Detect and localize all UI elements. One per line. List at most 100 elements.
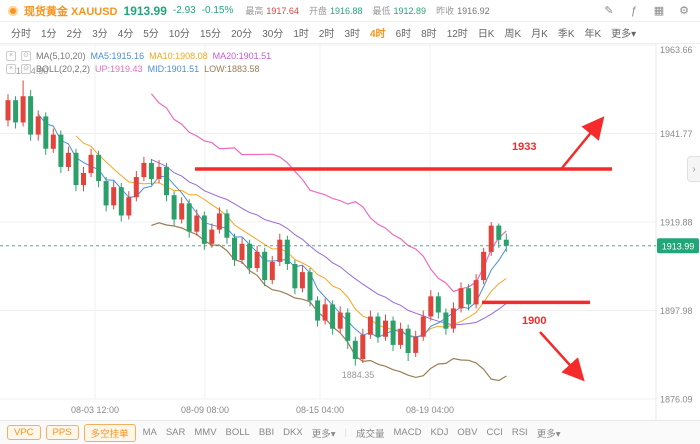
timeframe-5分[interactable]: 5分 bbox=[143, 29, 159, 40]
timeframe-15分[interactable]: 15分 bbox=[199, 29, 222, 40]
header-bar: 现货黄金 XAUUSD 1913.99 -2.93 -0.15% 最高 1917.… bbox=[0, 0, 700, 22]
sub-indicator-RSI[interactable]: RSI bbox=[511, 427, 528, 438]
svg-text:1876.09: 1876.09 bbox=[660, 395, 693, 405]
sub-indicator-MACD[interactable]: MACD bbox=[393, 427, 422, 438]
timeframe-更多▾[interactable]: 更多▾ bbox=[611, 29, 637, 40]
indicator-value: LOW:1883.58 bbox=[204, 63, 260, 74]
stat-最高: 最高 1917.64 bbox=[245, 4, 299, 17]
svg-text:1884.35: 1884.35 bbox=[342, 370, 375, 380]
bottom-button-VPC[interactable]: VPC bbox=[7, 425, 41, 440]
indicator-value: MA10:1908.08 bbox=[149, 50, 208, 61]
main-indicator-MMV[interactable]: MMV bbox=[194, 427, 217, 438]
timeframe-8时[interactable]: 8时 bbox=[421, 29, 437, 40]
instrument-icon bbox=[8, 5, 18, 16]
main-indicator-DKX[interactable]: DKX bbox=[283, 427, 303, 438]
stat-label: 昨收 bbox=[436, 6, 455, 16]
timeframe-1时[interactable]: 1时 bbox=[293, 29, 309, 40]
price-change-pct: -0.15% bbox=[201, 5, 234, 16]
stat-value: 1912.89 bbox=[393, 5, 427, 16]
svg-text:1954.90: 1954.90 bbox=[16, 66, 49, 76]
price-change: -2.93 bbox=[172, 5, 196, 16]
stat-value: 1917.64 bbox=[266, 5, 299, 16]
legend-row-boll: × ⊙ BOLL(20,2,2) UP:1919.43 MID:1901.51 LOW:1… bbox=[6, 62, 271, 75]
indicator-value: MA20:1901.51 bbox=[212, 50, 272, 61]
timeframe-3分[interactable]: 3分 bbox=[92, 29, 108, 40]
main-indicator-BBI[interactable]: BBI bbox=[258, 427, 275, 438]
toolbar-divider: | bbox=[344, 427, 347, 438]
timeframe-年K[interactable]: 年K bbox=[584, 29, 602, 40]
svg-text:08-03 12:00: 08-03 12:00 bbox=[71, 405, 119, 415]
timeframe-2时[interactable]: 2时 bbox=[318, 29, 335, 40]
timeframe-周K[interactable]: 周K bbox=[504, 29, 522, 40]
settings-icon[interactable]: ⚙ bbox=[679, 5, 689, 17]
stat-label: 最低 bbox=[372, 6, 391, 16]
timeframe-分时[interactable]: 分时 bbox=[11, 29, 31, 40]
stat-label: 最高 bbox=[245, 6, 264, 16]
header-tools: ✎ ƒ ▦ ⚙ bbox=[601, 3, 692, 19]
main-indicator-SAR[interactable]: SAR bbox=[165, 427, 186, 438]
sub-indicator-CCI[interactable]: CCI bbox=[486, 427, 503, 438]
sub-indicator-KDJ[interactable]: KDJ bbox=[430, 427, 449, 438]
svg-text:08-15 04:00: 08-15 04:00 bbox=[296, 405, 344, 415]
stat-昨收: 昨收 1916.92 bbox=[436, 4, 490, 17]
sub-indicator-OBV[interactable]: OBV bbox=[457, 427, 478, 438]
timeframe-月K[interactable]: 月K bbox=[531, 29, 548, 40]
chart-canvas[interactable]: 1933 1900 1954.90 1884.35 1913.99 1963.66 1941… bbox=[0, 44, 700, 420]
timeframe-12时[interactable]: 12时 bbox=[446, 29, 468, 40]
sub-indicator-更多▾[interactable]: 更多▾ bbox=[536, 428, 561, 440]
timeframe-2分[interactable]: 2分 bbox=[66, 29, 83, 40]
candlestick-chart[interactable]: 1933 1900 1954.90 1884.35 1913.99 1963.66 1941… bbox=[0, 44, 700, 420]
indicator-title: MA(5,10,20) bbox=[36, 50, 86, 61]
timeframe-10分[interactable]: 10分 bbox=[168, 29, 190, 40]
timeframe-1分[interactable]: 1分 bbox=[41, 29, 57, 40]
timeframe-4时[interactable]: 4时 bbox=[370, 29, 386, 40]
svg-text:1933: 1933 bbox=[512, 141, 536, 153]
indicator-title: BOLL(20,2,2) bbox=[36, 63, 91, 74]
daily-stats: 最高 1917.64 开盘 1916.88 最低 1912.89 昨收 1916.92 bbox=[245, 4, 489, 17]
timeframe-20分[interactable]: 20分 bbox=[231, 29, 253, 40]
draw-tool-icon[interactable]: ✎ bbox=[604, 5, 614, 17]
timeframe-30分[interactable]: 30分 bbox=[262, 29, 284, 40]
indicator-value: UP:1919.43 bbox=[95, 63, 143, 74]
indicator-value: MID:1901.51 bbox=[147, 63, 200, 74]
svg-text:1900: 1900 bbox=[522, 315, 546, 327]
svg-text:1897.98: 1897.98 bbox=[660, 306, 693, 316]
close-icon[interactable]: × bbox=[6, 50, 16, 61]
timeframe-日K[interactable]: 日K bbox=[477, 29, 495, 40]
timeframe-6时[interactable]: 6时 bbox=[395, 29, 412, 40]
visibility-icon[interactable]: ⊙ bbox=[21, 63, 31, 74]
timeframe-4分[interactable]: 4分 bbox=[117, 29, 134, 40]
grid-layout-icon[interactable]: ▦ bbox=[653, 5, 665, 17]
indicator-value: MA5:1915.16 bbox=[90, 50, 145, 61]
svg-text:1913.99: 1913.99 bbox=[662, 241, 695, 251]
indicator-icon[interactable]: ƒ bbox=[630, 4, 638, 17]
stat-label: 开盘 bbox=[308, 6, 327, 16]
timeframe-bar: 分时 1分 2分 3分 4分 5分 10分 15分 20分 30分 1时 2时 3时 4时 6时 8时 12时日… bbox=[0, 22, 700, 44]
stat-value: 1916.92 bbox=[457, 5, 490, 16]
timeframe-3时[interactable]: 3时 bbox=[344, 29, 360, 40]
svg-text:08-09 08:00: 08-09 08:00 bbox=[181, 405, 229, 415]
svg-text:08-19 04:00: 08-19 04:00 bbox=[406, 405, 454, 415]
panel-toggle-button[interactable]: › bbox=[687, 156, 700, 182]
stat-开盘: 开盘 1916.88 bbox=[309, 4, 363, 17]
timeframe-季K[interactable]: 季K bbox=[557, 29, 575, 40]
main-indicator-MA[interactable]: MA bbox=[142, 427, 157, 438]
bottom-button-多空挂单[interactable]: 多空挂单 bbox=[83, 423, 136, 442]
visibility-icon[interactable]: ⊙ bbox=[21, 50, 31, 61]
main-indicator-更多▾[interactable]: 更多▾ bbox=[311, 428, 336, 440]
instrument-name[interactable]: 现货黄金 XAUUSD bbox=[24, 5, 118, 18]
indicator-legend: × ⊙ MA(5,10,20) MA5:1915.16 MA10:1908.08 MA20… bbox=[6, 49, 271, 75]
legend-row-ma: × ⊙ MA(5,10,20) MA5:1915.16 MA10:1908.08 MA20… bbox=[6, 49, 271, 62]
main-indicator-BOLL[interactable]: BOLL bbox=[225, 427, 250, 438]
stat-最低: 最低 1912.89 bbox=[373, 4, 427, 17]
svg-text:1941.77: 1941.77 bbox=[660, 129, 693, 139]
bottom-toolbar: VPC PPS 多空挂单 MA SAR MMV BOLL BBI DKX 更多▾ | 成交量 MACD K… bbox=[0, 420, 700, 444]
stat-value: 1916.88 bbox=[329, 5, 363, 16]
close-icon[interactable]: × bbox=[6, 63, 16, 74]
bottom-button-PPS[interactable]: PPS bbox=[45, 425, 79, 440]
svg-text:1963.66: 1963.66 bbox=[660, 45, 693, 55]
last-price: 1913.99 bbox=[123, 3, 167, 18]
svg-text:1919.88: 1919.88 bbox=[660, 218, 693, 228]
sub-indicator-成交量[interactable]: 成交量 bbox=[355, 428, 385, 440]
